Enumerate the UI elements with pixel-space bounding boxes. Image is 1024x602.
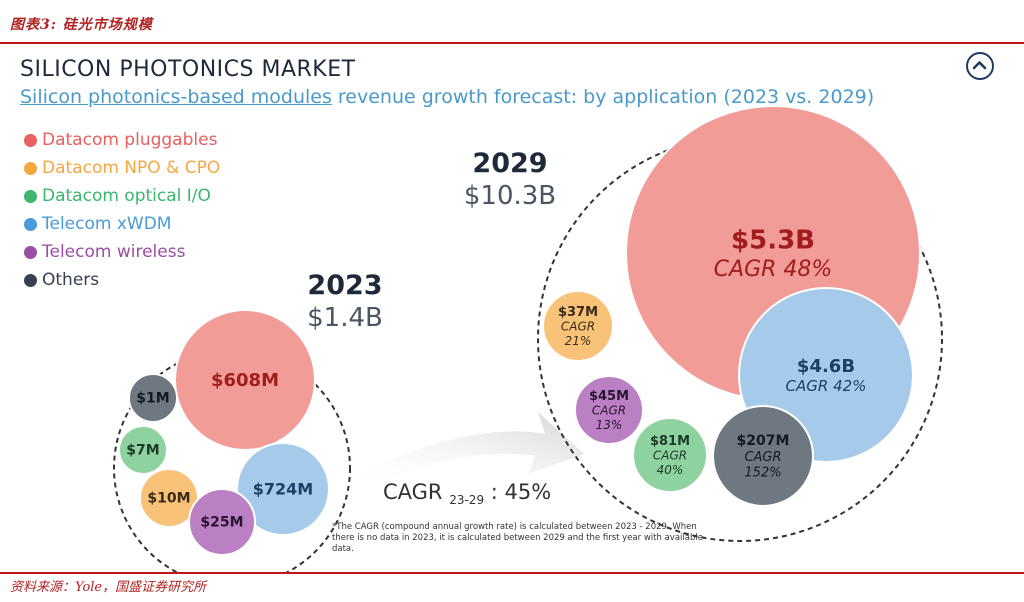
bubble-value-label: $4.6B bbox=[797, 356, 855, 377]
legend-label: Datacom pluggables bbox=[42, 130, 218, 150]
legend-label: Telecom wireless bbox=[42, 242, 186, 262]
bubble-cagr-label: CAGR bbox=[744, 450, 781, 465]
legend-label: Telecom xWDM bbox=[42, 214, 172, 234]
legend-item: Datacom pluggables bbox=[24, 126, 220, 154]
year-2023-bubbles: $608M $724M $1M $7M $10M $25M bbox=[118, 309, 330, 556]
scroll-to-top-button[interactable] bbox=[966, 52, 994, 80]
legend-swatch bbox=[24, 133, 37, 147]
year-2029-group-boundary bbox=[537, 136, 943, 542]
cagr-footnote: *The CAGR (compound annual growth rate) … bbox=[332, 522, 703, 554]
source-caption: 资料来源：Yole，国盛证券研究所 bbox=[10, 580, 207, 595]
year-label: 2023 bbox=[307, 270, 383, 301]
bubble-value-label: $724M bbox=[253, 479, 313, 498]
legend-label: Datacom NPO & CPO bbox=[42, 158, 221, 178]
legend-swatch bbox=[24, 273, 37, 287]
chevron-up-icon bbox=[972, 61, 987, 70]
chart-subtitle: Silicon photonics-based modules revenue … bbox=[20, 86, 874, 108]
year-total: $10.3B bbox=[463, 181, 557, 211]
bubble-others bbox=[712, 405, 814, 507]
year-label: 2029 bbox=[472, 148, 548, 179]
overall-cagr-period: 23-29 bbox=[449, 493, 485, 508]
report-figure-caption: 图表3: 硅光市场规模 bbox=[10, 17, 153, 33]
chart-title: SILICON PHOTONICS MARKET bbox=[20, 57, 356, 82]
bubble-value-label: $25M bbox=[200, 515, 243, 531]
bubble-cagr-value: 40% bbox=[657, 463, 684, 477]
bubble-cagr-value: 152% bbox=[744, 466, 781, 481]
year-2023-header: 2023 $1.4B bbox=[290, 270, 400, 334]
year-2023-group-boundary bbox=[113, 349, 351, 572]
overall-cagr: CAGR 23-29 : 45% bbox=[383, 480, 551, 507]
year-2029-header: 2029 $10.3B bbox=[450, 148, 570, 212]
chart-legend: Datacom pluggables Datacom NPO & CPO Dat… bbox=[24, 126, 220, 294]
bubble-cagr-label: CAGR 42% bbox=[786, 377, 867, 395]
bubble-others bbox=[128, 373, 178, 423]
bottom-divider bbox=[0, 572, 1024, 574]
legend-item: Telecom wireless bbox=[24, 238, 220, 266]
legend-item: Datacom optical I/O bbox=[24, 182, 220, 210]
bubble-datacom-pluggables bbox=[174, 309, 316, 451]
bubble-cagr-label: CAGR bbox=[653, 449, 687, 463]
legend-item: Others bbox=[24, 266, 220, 294]
bubble-telecom-xwdm bbox=[236, 442, 330, 536]
bubble-datacom-optical-i-o bbox=[118, 425, 168, 475]
bubble-value-label: $37M bbox=[558, 305, 598, 320]
legend-item: Datacom NPO & CPO bbox=[24, 154, 220, 182]
subtitle-text: revenue growth forecast: by application … bbox=[331, 86, 875, 108]
bubble-telecom-wireless bbox=[188, 488, 256, 556]
bubble-cagr-label: CAGR 48% bbox=[714, 257, 833, 282]
bubble-cagr-label: CAGR bbox=[561, 320, 595, 334]
top-divider bbox=[0, 42, 1024, 44]
legend-swatch bbox=[24, 161, 37, 175]
bubble-value-label: $81M bbox=[650, 434, 690, 449]
legend-label: Others bbox=[42, 270, 100, 290]
chart-panel: SILICON PHOTONICS MARKET Silicon photoni… bbox=[0, 44, 1024, 572]
bubble-value-label: $7M bbox=[126, 443, 159, 459]
legend-swatch bbox=[24, 189, 37, 203]
bubble-telecom-wireless bbox=[574, 375, 644, 445]
bubble-cagr-value: 13% bbox=[596, 418, 623, 432]
overall-cagr-value: : 45% bbox=[484, 480, 552, 504]
bubble-cagr-value: 21% bbox=[565, 334, 592, 348]
bubble-value-label: $5.3B bbox=[731, 226, 815, 256]
overall-cagr-prefix: CAGR bbox=[383, 480, 450, 504]
bubble-datacom-optical-i-o bbox=[632, 417, 708, 493]
legend-label: Datacom optical I/O bbox=[42, 186, 211, 206]
subtitle-link[interactable]: Silicon photonics-based modules bbox=[20, 86, 332, 108]
bubble-cagr-label: CAGR bbox=[592, 404, 626, 418]
legend-swatch bbox=[24, 217, 37, 231]
bubble-datacom-npo-cpo bbox=[542, 290, 614, 362]
bubble-value-label: $45M bbox=[589, 389, 629, 404]
bubble-value-label: $10M bbox=[147, 491, 190, 507]
bubble-value-label: $1M bbox=[136, 391, 169, 407]
year-total: $1.4B bbox=[307, 303, 383, 333]
bubble-value-label: $207M bbox=[737, 433, 790, 449]
bubble-value-label: $608M bbox=[211, 370, 279, 391]
legend-item: Telecom xWDM bbox=[24, 210, 220, 238]
growth-arrow bbox=[352, 412, 584, 490]
legend-swatch bbox=[24, 245, 37, 259]
